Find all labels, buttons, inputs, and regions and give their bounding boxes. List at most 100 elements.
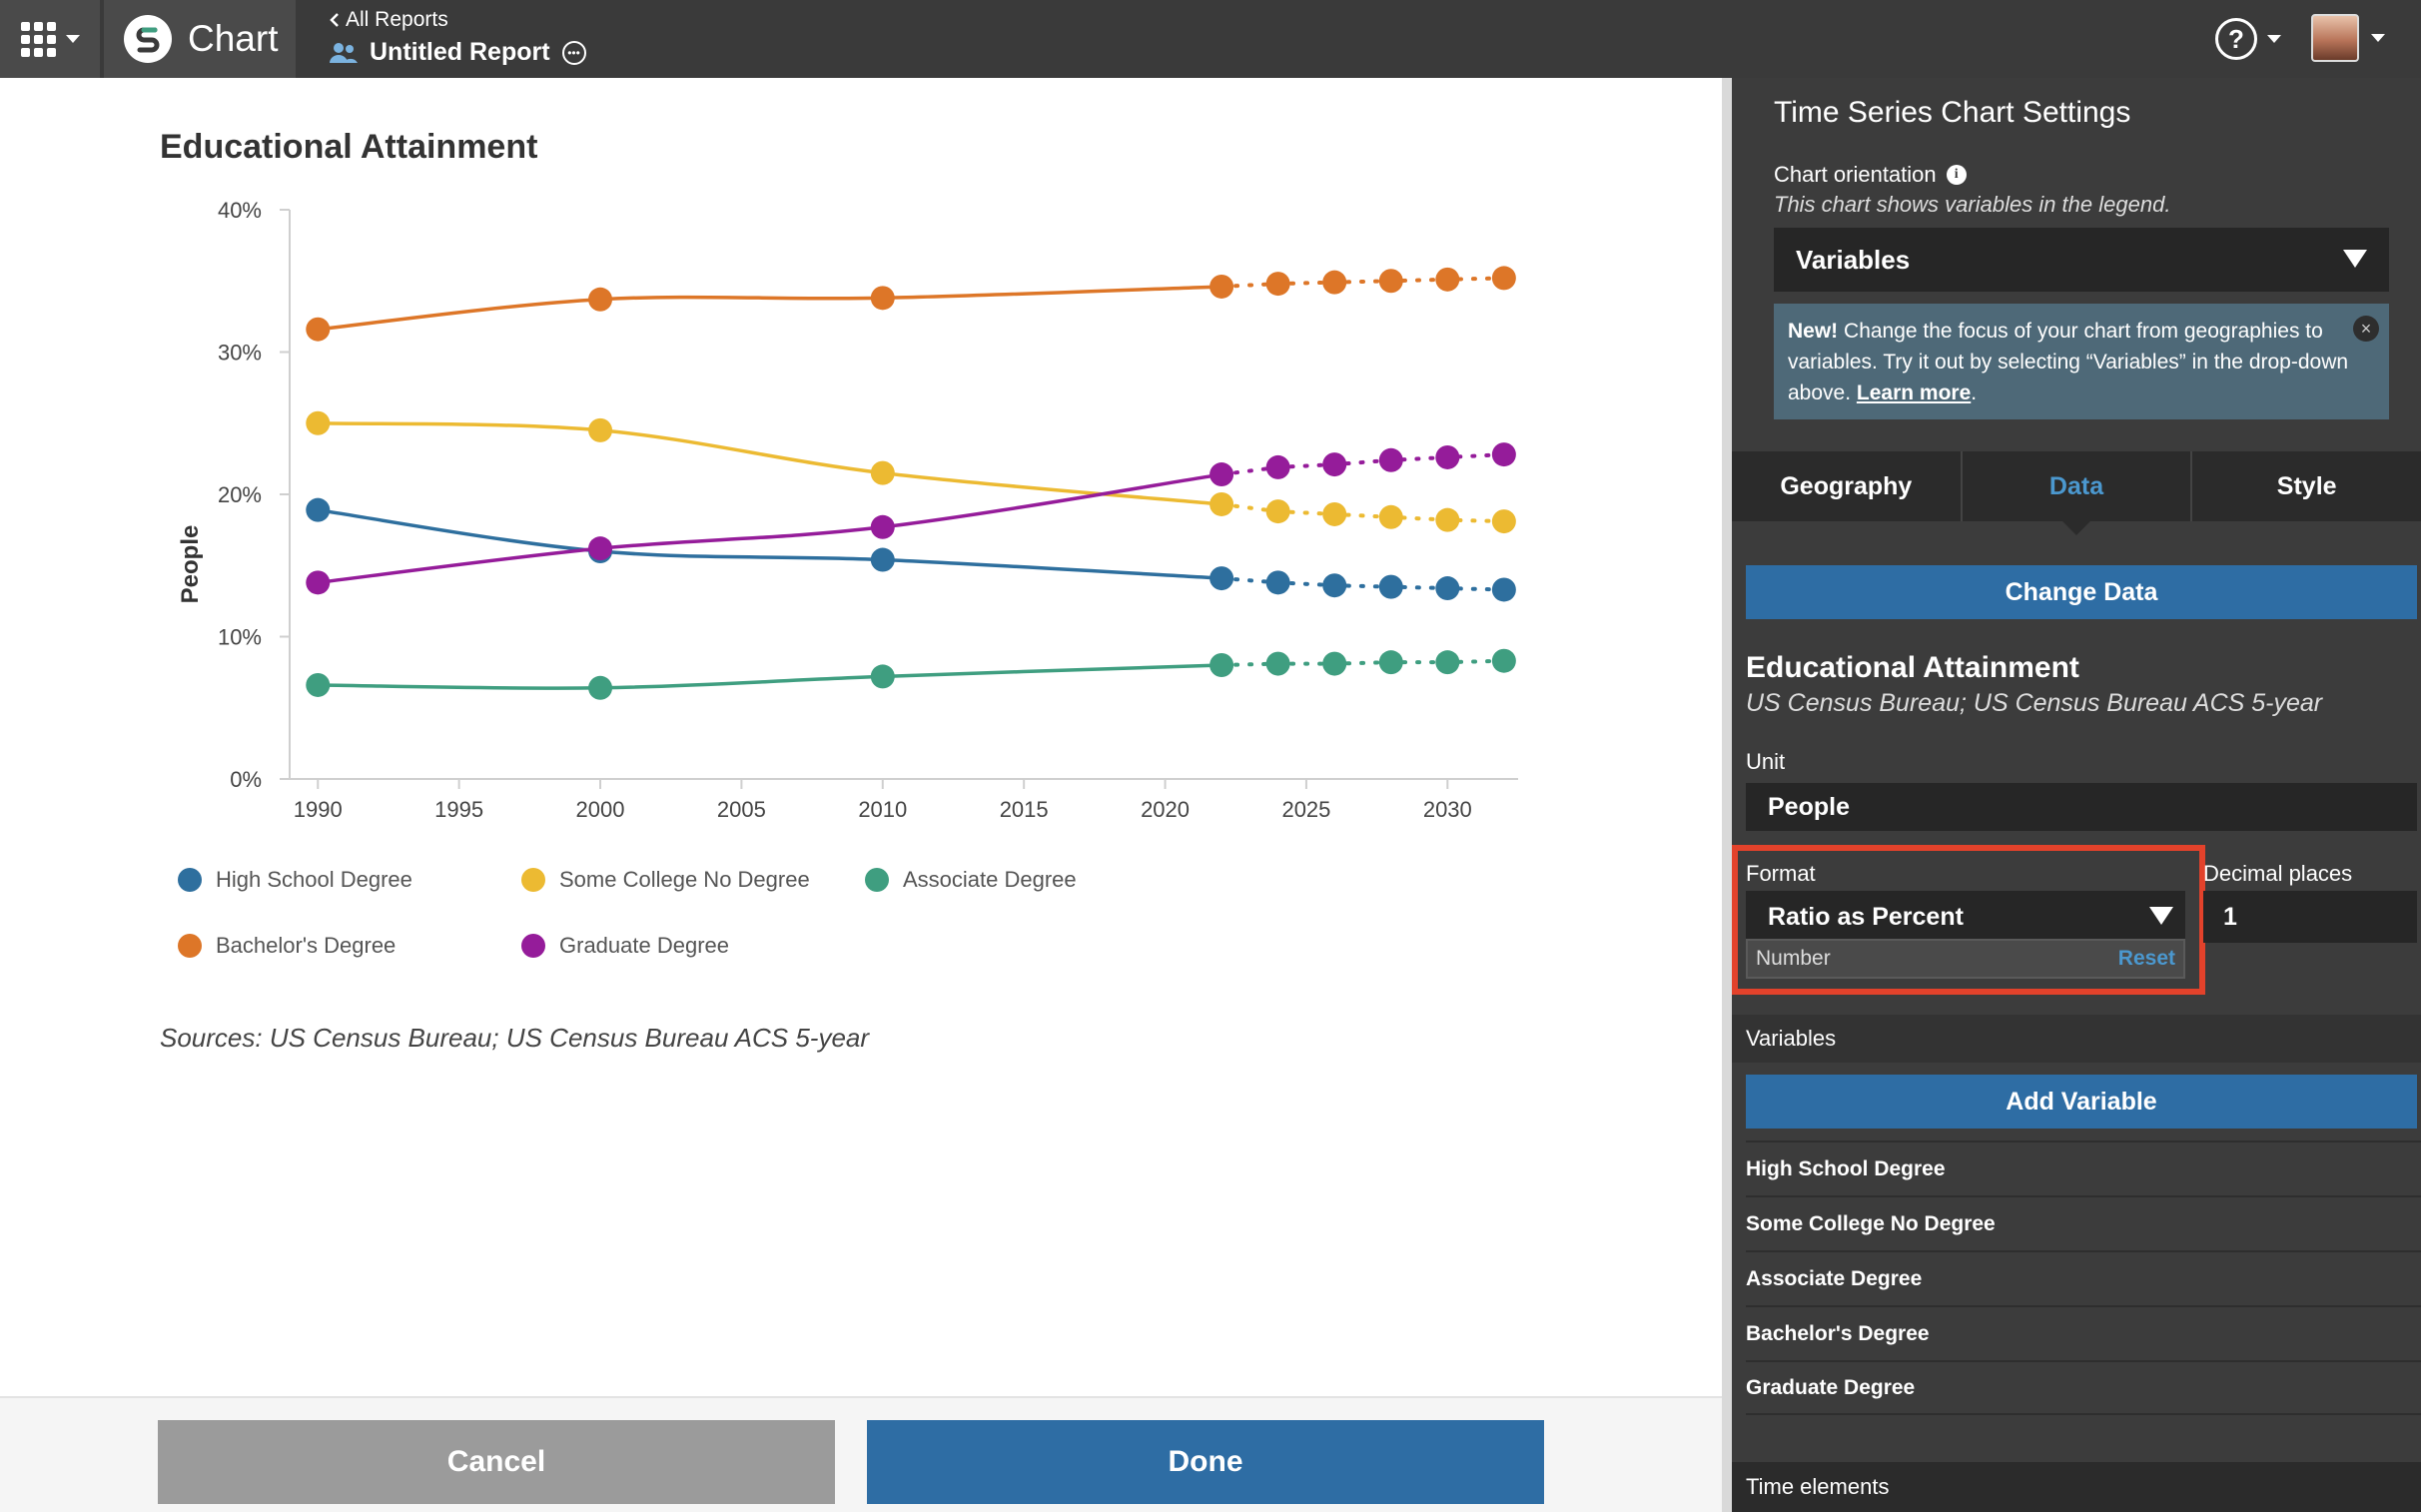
format-value: Ratio as Percent: [1768, 902, 1964, 931]
dropdown-arrow-icon: [2343, 250, 2367, 268]
data-point-graduate-degree: [870, 514, 895, 539]
chart-orientation-value: Variables: [1796, 244, 1911, 275]
cancel-button[interactable]: Cancel: [158, 1420, 835, 1504]
dataset-title: Educational Attainment: [1746, 651, 2079, 684]
legend-swatch: [178, 868, 202, 892]
chart-canvas: Educational Attainment 0% 10% 20% 30% 40% 199…: [0, 78, 1726, 1396]
decimal-places-value: 1: [2223, 902, 2237, 931]
report-title[interactable]: Untitled Report: [370, 38, 550, 66]
legend-item[interactable]: Some College No Degree: [521, 867, 810, 893]
unit-field[interactable]: People: [1746, 783, 2417, 831]
notice-period: .: [1971, 381, 1978, 404]
app-home-tab[interactable]: Chart: [104, 0, 296, 78]
time-elements-header[interactable]: Time elements: [1732, 1462, 2421, 1512]
tab-data[interactable]: Data: [1960, 451, 2191, 535]
legend-item[interactable]: High School Degree: [178, 867, 412, 893]
data-point-graduate-degree: [306, 570, 331, 595]
series-line-some-college-no-degree: [318, 421, 1222, 506]
format-highlight-box: [1732, 845, 2205, 995]
data-point-some-college-no-degree: [870, 460, 895, 485]
unit-value: People: [1768, 792, 1850, 821]
done-button[interactable]: Done: [867, 1420, 1544, 1504]
unit-label: Unit: [1746, 749, 1786, 774]
data-point-associate-degree: [588, 675, 613, 700]
variable-item[interactable]: Graduate Degree: [1746, 1360, 2421, 1415]
data-point-graduate-degree: [1210, 462, 1234, 487]
legend-swatch: [521, 934, 545, 958]
series-projection-some-college-no-degree: [1219, 501, 1506, 524]
chart-title: Educational Attainment: [160, 128, 538, 166]
info-icon[interactable]: i: [1946, 165, 1967, 185]
close-icon[interactable]: ×: [2353, 316, 2379, 342]
more-options-icon[interactable]: •••: [561, 40, 586, 65]
chevron-down-icon: [2267, 35, 2281, 43]
y-axis-label: People: [177, 525, 204, 604]
projected-point-associate-degree: [1378, 650, 1403, 675]
x-tick-label: 2020: [1141, 797, 1190, 822]
projected-point-high-school-degree: [1491, 577, 1516, 602]
x-tick-label: 2005: [717, 797, 766, 822]
y-tick-label: 10%: [218, 625, 262, 650]
projected-point-bachelor-s-degree: [1491, 266, 1516, 291]
help-menu-button[interactable]: ?: [2215, 18, 2281, 60]
series-projection-high-school-degree: [1219, 576, 1506, 592]
projected-point-associate-degree: [1491, 648, 1516, 673]
chevron-down-icon: [2371, 34, 2385, 42]
x-tick-label: 2000: [576, 797, 625, 822]
app-switcher-button[interactable]: [0, 0, 100, 78]
chart-orientation-label: Chart orientation i: [1774, 162, 1967, 188]
legend-item[interactable]: Bachelor's Degree: [178, 933, 396, 959]
series-line-high-school-degree: [318, 507, 1222, 580]
reset-link[interactable]: Reset: [2117, 947, 2175, 970]
variable-item[interactable]: Bachelor's Degree: [1746, 1305, 2421, 1360]
projected-point-graduate-degree: [1378, 447, 1403, 472]
chart-orientation-help: This chart shows variables in the legend…: [1774, 192, 2171, 217]
series-projection-associate-degree: [1219, 658, 1506, 667]
variable-item[interactable]: Some College No Degree: [1746, 1195, 2421, 1250]
user-menu-button[interactable]: [2311, 14, 2385, 62]
data-point-bachelor-s-degree: [588, 287, 613, 312]
dropdown-arrow-icon: [2149, 907, 2173, 925]
legend-item[interactable]: Graduate Degree: [521, 933, 729, 959]
top-bar: Chart All Reports Untitled Report ••• ?: [0, 0, 2421, 78]
projected-point-graduate-degree: [1265, 454, 1290, 479]
tab-geography[interactable]: Geography: [1780, 471, 1913, 500]
variable-item[interactable]: Associate Degree: [1746, 1250, 2421, 1305]
series-projection-bachelor-s-degree: [1219, 276, 1506, 289]
chart-orientation-text: Chart orientation: [1774, 162, 1937, 187]
legend-item[interactable]: Associate Degree: [865, 867, 1077, 893]
app-name: Chart: [188, 18, 279, 59]
projected-point-some-college-no-degree: [1378, 504, 1403, 529]
x-tick-label: 1995: [434, 797, 483, 822]
panel-divider[interactable]: [1722, 78, 1732, 1512]
projected-point-some-college-no-degree: [1322, 501, 1347, 526]
variable-item[interactable]: High School Degree: [1746, 1140, 2421, 1195]
projected-point-graduate-degree: [1435, 444, 1460, 469]
app-logo-icon: [124, 15, 172, 63]
add-variable-button[interactable]: Add Variable: [1746, 1075, 2417, 1129]
all-reports-label: All Reports: [346, 8, 448, 31]
chart-sources: Sources: US Census Bureau; US Census Bur…: [160, 1023, 870, 1053]
variable-list: High School Degree Some College No Degre…: [1746, 1140, 2421, 1415]
variables-label: Variables: [1746, 1026, 1837, 1051]
change-data-button[interactable]: Change Data: [1746, 565, 2417, 619]
data-point-associate-degree: [306, 672, 331, 697]
data-point-bachelor-s-degree: [1210, 274, 1234, 299]
all-reports-link[interactable]: All Reports: [330, 8, 586, 32]
data-point-some-college-no-degree: [1210, 491, 1234, 516]
data-point-some-college-no-degree: [306, 410, 331, 435]
projected-point-associate-degree: [1265, 651, 1290, 676]
y-tick-label: 40%: [218, 198, 262, 223]
x-tick-label: 2030: [1423, 797, 1472, 822]
learn-more-link[interactable]: Learn more: [1856, 381, 1972, 404]
y-tick-label: 20%: [218, 482, 262, 507]
data-point-bachelor-s-degree: [306, 317, 331, 342]
projected-point-associate-degree: [1322, 651, 1347, 676]
format-select[interactable]: Ratio as Percent: [1746, 891, 2185, 943]
decimal-places-field[interactable]: 1: [2203, 891, 2417, 943]
footer-bar: Cancel Done: [0, 1396, 1722, 1512]
chart-orientation-select[interactable]: Variables: [1774, 228, 2389, 292]
data-point-graduate-degree: [588, 536, 613, 561]
settings-panel: Time Series Chart Settings Chart orienta…: [1732, 78, 2421, 1512]
tab-style[interactable]: Style: [2190, 451, 2421, 521]
